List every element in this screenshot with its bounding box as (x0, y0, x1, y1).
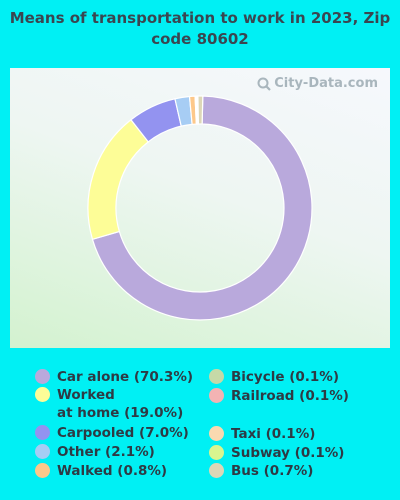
legend-swatch (209, 463, 224, 478)
legend-item-worked-at-home: Worked at home (19.0%) (35, 386, 183, 422)
legend-item-walked: Walked (0.8%) (35, 462, 167, 480)
legend-swatch (209, 426, 224, 441)
legend-item-subway: Subway (0.1%) (209, 444, 344, 462)
chart-title: Means of transportation to work in 2023,… (9, 9, 391, 48)
legend-item-taxi: Taxi (0.1%) (209, 425, 315, 443)
chart-legend: Car alone (70.3%) Worked at home (19.0%) C… (0, 368, 400, 488)
legend-swatch (209, 369, 224, 384)
magnifier-icon (257, 77, 272, 91)
legend-label: Railroad (0.1%) (231, 388, 349, 404)
legend-label: Taxi (0.1%) (231, 426, 316, 442)
legend-item-railroad: Railroad (0.1%) (209, 387, 349, 405)
legend-item-bicycle: Bicycle (0.1%) (209, 368, 339, 386)
slice-worked-at-home (87, 118, 150, 241)
legend-label: Bicycle (0.1%) (231, 369, 339, 385)
watermark: City-Data.com (257, 76, 378, 91)
legend-label: Worked at home (19.0%) (57, 387, 184, 421)
legend-label: Walked (0.8%) (57, 463, 168, 479)
legend-item-car-alone: Car alone (70.3%) (35, 368, 193, 386)
watermark-text: City-Data.com (274, 76, 378, 91)
legend-label: Other (2.1%) (57, 444, 155, 460)
legend-item-other: Other (2.1%) (35, 443, 155, 461)
legend-label: Carpooled (7.0%) (57, 425, 189, 441)
slice-car-alone (91, 95, 313, 321)
legend-swatch (35, 444, 50, 459)
legend-swatch (209, 388, 224, 403)
legend-item-bus: Bus (0.7%) (209, 462, 313, 480)
slice-bus (197, 95, 204, 125)
legend-swatch (35, 369, 50, 384)
legend-item-carpooled: Carpooled (7.0%) (35, 424, 189, 442)
legend-label: Car alone (70.3%) (57, 369, 194, 385)
legend-swatch (35, 387, 50, 402)
legend-swatch (209, 445, 224, 460)
legend-swatch (35, 463, 50, 478)
legend-label: Subway (0.1%) (231, 445, 345, 461)
legend-label: Bus (0.7%) (231, 463, 314, 479)
legend-swatch (35, 425, 50, 440)
